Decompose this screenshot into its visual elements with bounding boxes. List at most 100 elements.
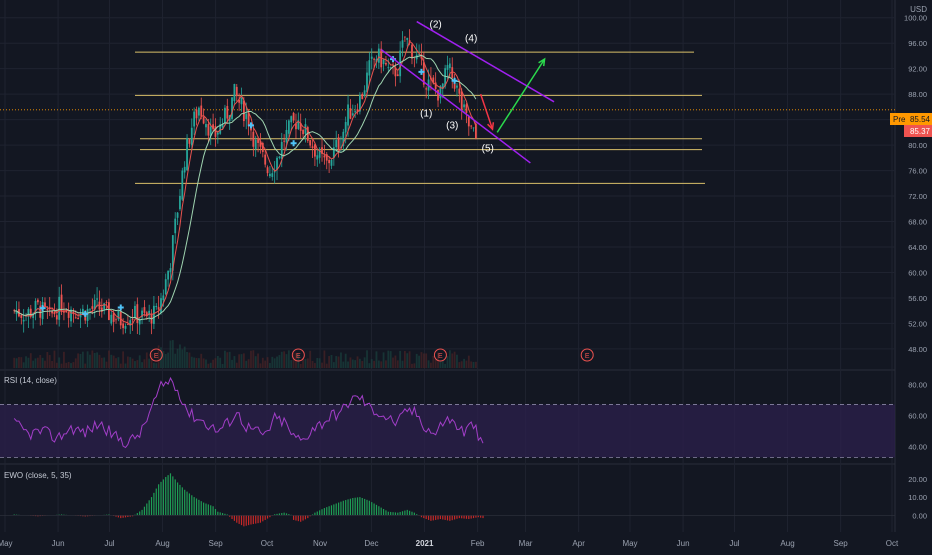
volume-bar (432, 355, 435, 368)
volume-bar (53, 350, 56, 368)
volume-bar (138, 355, 141, 368)
candle-body (297, 120, 300, 129)
x-tick-label: 2021 (416, 539, 434, 548)
candle-body (72, 311, 75, 314)
signal-cross-marker (82, 310, 89, 317)
candle-body (179, 195, 181, 210)
volume-bar (475, 361, 477, 368)
candle-body (285, 129, 288, 143)
volume-bar (41, 357, 44, 368)
volume-bar (361, 361, 364, 368)
volume-bar (254, 356, 257, 368)
candle-body (34, 300, 37, 314)
volume-bar (375, 351, 378, 368)
candle-body (332, 147, 335, 158)
candle-body (422, 62, 425, 85)
candle-body (292, 112, 295, 121)
volume-bar (46, 351, 49, 368)
volume-bar (453, 351, 456, 368)
volume-bar (373, 360, 376, 368)
volume-bar (257, 353, 259, 368)
volume-bar (15, 358, 18, 368)
candle-body (337, 137, 340, 150)
candle-body (53, 311, 56, 315)
volume-bar (20, 357, 23, 368)
volume-bar (207, 363, 210, 368)
volume-bar (188, 352, 191, 368)
ewo-title[interactable]: EWO (close, 5, 35) (4, 471, 72, 480)
candle-body (295, 123, 297, 130)
earnings-marker-label: E (296, 353, 301, 360)
volume-bar (330, 355, 333, 368)
candle-body (15, 311, 18, 315)
volume-bar (252, 350, 255, 368)
volume-bar (382, 352, 385, 368)
price-tick-label: 68.00 (908, 218, 927, 227)
candle-body (160, 298, 162, 313)
candle-body (299, 123, 302, 131)
candle-body (368, 60, 371, 76)
volume-bar (420, 352, 423, 368)
candle-body (335, 139, 338, 148)
volume-bar (36, 357, 39, 368)
volume-bar (392, 357, 394, 368)
annotations: (2) (4) (1) (3) (5) (420, 19, 546, 154)
candle-body (153, 305, 155, 324)
candle-body (465, 104, 468, 113)
horizontal-levels[interactable] (0, 51, 895, 184)
candle-body (74, 317, 77, 319)
candle-body (318, 149, 321, 158)
candle-body (349, 108, 352, 119)
candle-body (323, 155, 326, 158)
fast-moving-average-line (14, 40, 477, 326)
candle-body (463, 104, 465, 108)
candle-body (394, 67, 397, 77)
rsi-title[interactable]: RSI (14, close) (4, 376, 57, 385)
candle-body (373, 58, 376, 60)
candle-body (458, 88, 461, 94)
candle-body (406, 37, 409, 40)
volume-bar (467, 355, 470, 368)
volume-bar (439, 361, 442, 368)
candle-body (39, 305, 42, 318)
volume-bar (141, 362, 143, 368)
volume-bar (86, 351, 89, 368)
x-tick-label: Sep (834, 539, 849, 548)
volume-bar (105, 361, 108, 368)
price-tick-label: 64.00 (908, 243, 927, 252)
candle-body (181, 170, 184, 200)
volume-bar (460, 361, 463, 368)
volume-bar (89, 354, 91, 368)
volume-bar (314, 363, 316, 368)
candle-body (193, 111, 196, 127)
volume-bar (292, 352, 295, 368)
x-tick-label: Aug (780, 539, 794, 548)
volume-bar (126, 356, 129, 368)
volume-bar (323, 350, 326, 368)
volume-bar (351, 359, 354, 368)
candle-body (358, 94, 361, 112)
channel[interactable] (380, 20, 555, 164)
rsi-tick-label: 40.00 (908, 442, 927, 451)
volume-bar (153, 362, 155, 368)
volume-bar (413, 363, 416, 368)
x-tick-label: Nov (313, 539, 327, 548)
candle-body (174, 218, 177, 234)
volume-bar (162, 350, 165, 368)
candle-body (316, 155, 319, 160)
x-tick-label: Aug (155, 539, 169, 548)
volume-bar (110, 354, 113, 368)
candle-body (441, 83, 444, 89)
volume-bar (200, 353, 203, 368)
candle-body (117, 310, 120, 320)
candle-body (347, 104, 349, 126)
candle-body (235, 86, 238, 97)
x-tick-label: Apr (572, 539, 585, 548)
last-value: 85.37 (910, 127, 931, 136)
volume-bar (190, 356, 193, 368)
volume-bar (22, 362, 25, 368)
candle-body (276, 157, 278, 170)
volume-bar (214, 358, 217, 368)
